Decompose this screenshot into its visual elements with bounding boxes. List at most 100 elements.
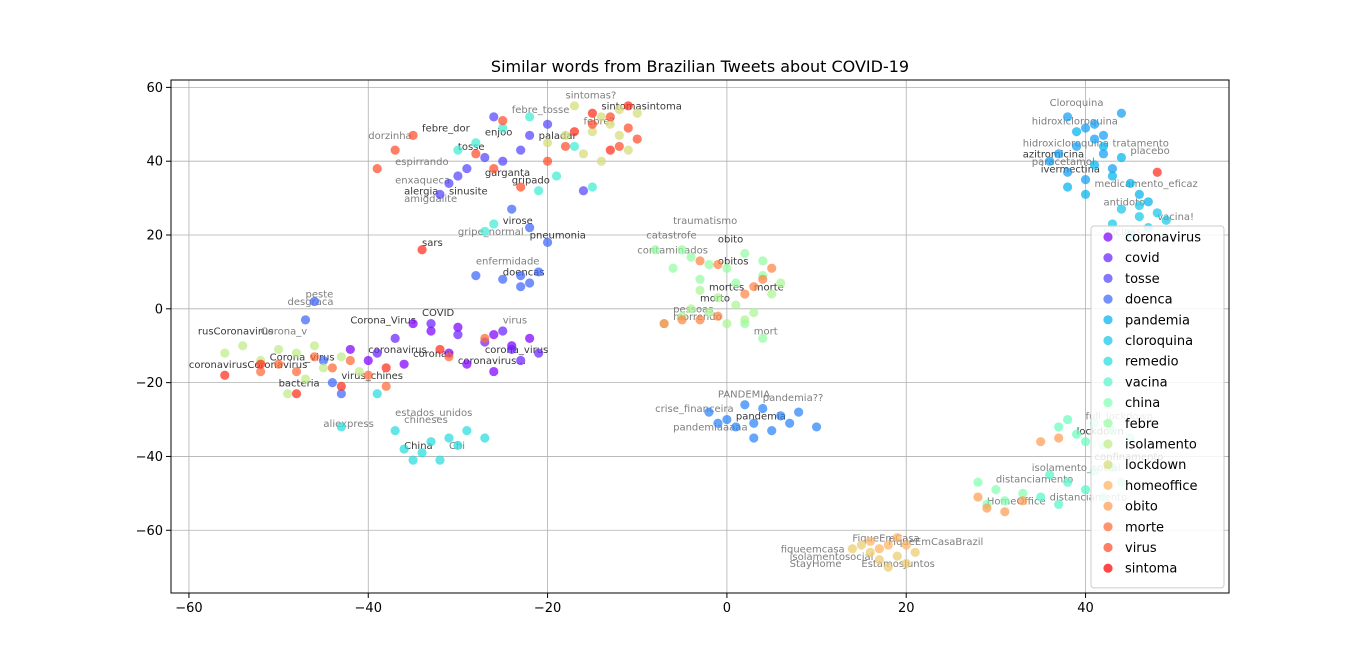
legend-marker bbox=[1103, 273, 1113, 283]
scatter-point bbox=[722, 318, 732, 329]
scatter-point bbox=[623, 101, 633, 111]
scatter-point bbox=[1125, 178, 1135, 188]
scatter-point bbox=[749, 418, 759, 428]
scatter-point bbox=[695, 285, 705, 295]
scatter-point bbox=[444, 178, 454, 188]
scatter-point bbox=[399, 444, 409, 454]
scatter-point bbox=[749, 433, 759, 443]
scatter-point bbox=[309, 341, 320, 351]
word-label: Corona_Virus bbox=[350, 316, 416, 327]
scatter-point bbox=[444, 433, 454, 443]
scatter-point bbox=[390, 145, 400, 155]
legend-marker bbox=[1103, 460, 1113, 470]
word-label: hidroxicloroquina bbox=[1032, 116, 1118, 127]
scatter-point bbox=[444, 352, 454, 362]
word-label: China bbox=[404, 441, 433, 452]
scatter-point bbox=[534, 348, 544, 358]
word-label: vacina! bbox=[1157, 212, 1194, 223]
scatter-point bbox=[453, 171, 463, 181]
scatter-point bbox=[865, 547, 875, 558]
word-label: crise_financeira bbox=[655, 404, 734, 415]
scatter-point bbox=[874, 544, 884, 554]
y-tick-label: −20 bbox=[136, 376, 163, 391]
word-label: sars bbox=[422, 238, 443, 249]
word-labels: sintomas?sintomasintoma febre_tosse febre_… bbox=[189, 90, 1198, 570]
scatter-point bbox=[740, 315, 750, 325]
word-label: pandemiaaaaa bbox=[673, 423, 747, 434]
word-label: mort bbox=[754, 327, 778, 338]
scatter-point bbox=[273, 359, 284, 369]
scatter-point bbox=[462, 163, 472, 174]
scatter-point bbox=[327, 378, 337, 388]
scatter-point bbox=[614, 141, 624, 152]
scatter-point bbox=[1063, 182, 1073, 192]
scatter-point bbox=[542, 138, 553, 148]
word-label: placebo bbox=[1130, 146, 1169, 157]
scatter-point bbox=[542, 237, 553, 247]
word-label: sintomas? bbox=[566, 90, 617, 101]
scatter-point bbox=[785, 418, 795, 428]
legend-entry: vacina bbox=[1125, 375, 1168, 390]
legend-marker bbox=[1103, 563, 1113, 573]
word-label: contaminados bbox=[637, 245, 708, 256]
word-label: espirrando bbox=[395, 157, 448, 168]
scatter-point bbox=[596, 112, 606, 122]
scatter-point bbox=[336, 389, 346, 399]
word-label: aliexpress bbox=[323, 419, 373, 430]
scatter-point bbox=[982, 503, 992, 513]
word-label: distanciamento bbox=[996, 474, 1073, 485]
scatter-point bbox=[551, 171, 562, 181]
scatter-point bbox=[865, 536, 875, 546]
x-tick-label: 0 bbox=[723, 601, 731, 616]
scatter-point bbox=[426, 318, 436, 329]
word-label: paladar bbox=[539, 131, 578, 142]
scatter-point bbox=[704, 407, 714, 417]
scatter-point bbox=[238, 341, 248, 351]
word-label: gripado bbox=[512, 175, 550, 186]
scatter-point bbox=[713, 293, 723, 303]
scatter-point bbox=[758, 274, 768, 284]
scatter-point bbox=[605, 119, 615, 129]
legend-entry: lockdown bbox=[1125, 458, 1186, 473]
legend-entry: tosse bbox=[1125, 272, 1160, 287]
word-label: obitos bbox=[718, 257, 749, 268]
scatter-point bbox=[569, 141, 580, 152]
scatter-point bbox=[534, 186, 544, 196]
scatter-point bbox=[435, 344, 445, 355]
scatter-point bbox=[740, 248, 750, 259]
word-label: coronavirus bbox=[368, 345, 426, 356]
scatter-point bbox=[390, 333, 400, 343]
legend-entry: virus bbox=[1125, 541, 1157, 556]
legend-marker bbox=[1103, 522, 1113, 532]
word-label: estados_unidos bbox=[395, 408, 472, 419]
scatter-point bbox=[516, 182, 526, 192]
legend-entry: remedio bbox=[1125, 355, 1179, 370]
scatter-point bbox=[435, 455, 445, 465]
legend-entry: covid bbox=[1125, 251, 1160, 266]
word-label: medicamento_eficaz bbox=[1095, 179, 1198, 190]
scatter-point bbox=[1134, 200, 1144, 211]
scatter-point bbox=[498, 115, 508, 126]
legend-marker bbox=[1103, 418, 1113, 428]
scatter-point bbox=[847, 544, 858, 554]
word-label: morte bbox=[754, 282, 784, 293]
scatter-point bbox=[426, 437, 436, 447]
scatter-point bbox=[1045, 156, 1055, 166]
word-label: catastrofe bbox=[646, 231, 697, 242]
scatter-point bbox=[596, 156, 606, 166]
word-label: sintomasintoma bbox=[601, 102, 681, 113]
scatter-point bbox=[363, 355, 373, 366]
scatter-point bbox=[462, 359, 472, 369]
scatter-point bbox=[480, 152, 490, 163]
scatter-point bbox=[435, 189, 445, 200]
scatter-point bbox=[1089, 160, 1100, 170]
scatter-point bbox=[1116, 204, 1127, 214]
scatter-point bbox=[695, 274, 705, 284]
scatter-point bbox=[1080, 123, 1091, 133]
word-label: distanciamento bbox=[1050, 493, 1127, 504]
word-label: sinusite bbox=[449, 186, 488, 197]
scatter-point bbox=[525, 223, 535, 233]
legend-entry: homeoffice bbox=[1125, 479, 1198, 494]
scatter-point bbox=[309, 352, 320, 362]
word-label: peste bbox=[305, 290, 333, 301]
